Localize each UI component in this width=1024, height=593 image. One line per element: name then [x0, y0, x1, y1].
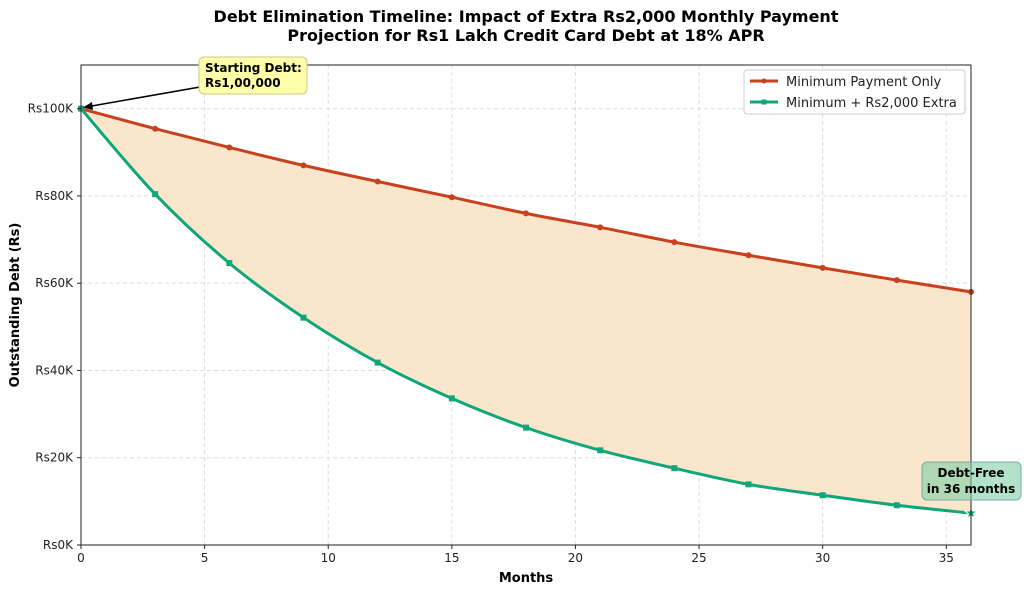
- y-axis-label: Outstanding Debt (Rs): [8, 223, 23, 388]
- chart-subtitle: Projection for Rs1 Lakh Credit Card Debt…: [287, 26, 764, 45]
- y-tick-label: Rs20K: [35, 451, 74, 465]
- y-tick-label: Rs80K: [35, 189, 74, 203]
- legend-label-extra: Minimum + Rs2,000 Extra: [786, 96, 957, 111]
- x-tick-label: 30: [815, 551, 830, 565]
- y-tick-label: Rs60K: [35, 276, 74, 290]
- legend: Minimum Payment Only Minimum + Rs2,000 E…: [743, 69, 966, 115]
- annotation-text: Debt-Free: [937, 466, 1004, 480]
- data-point: [300, 314, 307, 321]
- data-point: [745, 481, 752, 488]
- y-tick-label: Rs0K: [43, 538, 74, 552]
- data-point: [448, 395, 455, 402]
- data-point: [819, 492, 826, 499]
- annotation-text: in 36 months: [927, 482, 1015, 496]
- x-tick-label: 20: [568, 551, 583, 565]
- x-tick-label: 10: [321, 551, 336, 565]
- annotation-starting-debt: Starting Debt: Rs1,00,000: [83, 56, 308, 110]
- x-tick-label: 5: [201, 551, 209, 565]
- series-group: [78, 105, 978, 520]
- data-point: [226, 260, 233, 267]
- plot-frame: [80, 64, 972, 546]
- x-tick-label: 15: [444, 551, 459, 565]
- data-point: [523, 210, 529, 217]
- data-point: [374, 359, 381, 366]
- legend-label-minimum: Minimum Payment Only: [786, 75, 942, 90]
- data-point: [671, 465, 678, 472]
- data-point: [300, 162, 307, 169]
- x-axis-label: Months: [499, 571, 554, 586]
- data-point: [152, 125, 159, 132]
- data-point: [597, 224, 604, 231]
- data-point: [819, 264, 826, 271]
- y-tick-label: Rs40K: [35, 363, 74, 377]
- data-point: [226, 144, 233, 151]
- data-point: [448, 194, 455, 201]
- annotation-debt-free: Debt-Free in 36 months: [921, 461, 1022, 501]
- data-point: [745, 252, 752, 259]
- arrow-icon: [83, 102, 93, 110]
- data-point: [597, 447, 604, 454]
- data-point: [893, 277, 900, 284]
- axis-ticks: 0 5 10 15 20 25 30 35 Rs0K Rs20K Rs40K Rs60K Rs80K Rs…: [28, 102, 954, 565]
- data-point: [893, 502, 900, 509]
- x-tick-label: 35: [939, 551, 954, 565]
- y-tick-label: Rs100K: [28, 102, 74, 116]
- annotation-text: Starting Debt:: [205, 61, 302, 75]
- x-tick-label: 25: [691, 551, 706, 565]
- data-point: [152, 191, 159, 198]
- data-point: [523, 424, 529, 431]
- chart-title: Debt Elimination Timeline: Impact of Ext…: [214, 7, 839, 26]
- data-point: [374, 178, 381, 185]
- data-point: [671, 239, 678, 246]
- x-tick-label: 0: [77, 551, 85, 565]
- annotation-text: Rs1,00,000: [205, 76, 281, 90]
- savings-fill-area: [81, 108, 971, 514]
